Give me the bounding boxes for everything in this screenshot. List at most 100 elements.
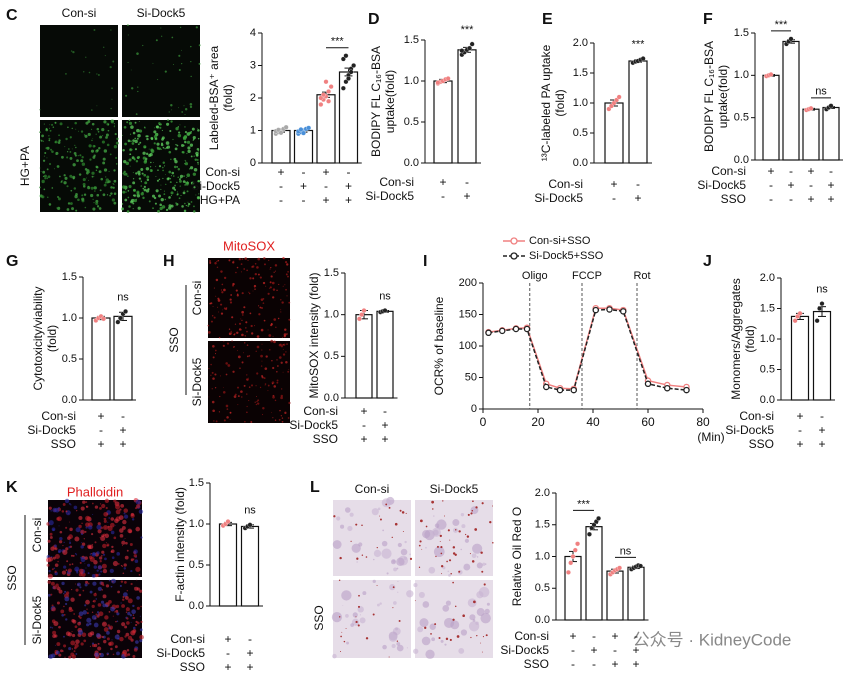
y-tick-label: 0.5	[535, 582, 550, 594]
significance-label: ns	[816, 284, 828, 296]
texture-dot	[71, 633, 76, 638]
condition-sign: +	[345, 193, 352, 207]
texture-dot	[220, 312, 224, 315]
texture-dot	[76, 159, 79, 163]
texture-dot	[177, 126, 180, 128]
y-tick-label: 0.5	[404, 116, 419, 128]
texture-dot	[64, 602, 68, 606]
texture-dot	[76, 582, 81, 587]
texture-dot	[153, 162, 155, 164]
texture-dot	[280, 361, 283, 364]
texture-dot	[58, 134, 60, 137]
texture-dot	[81, 156, 84, 159]
texture-dot	[94, 652, 99, 657]
texture-dot	[265, 285, 267, 287]
texture-dot	[105, 176, 107, 178]
texture-dot	[198, 62, 201, 65]
texture-dot	[50, 581, 55, 586]
texture-dot	[356, 557, 359, 560]
texture-dot	[229, 412, 232, 414]
texture-dot	[115, 504, 121, 510]
texture-dot	[286, 333, 288, 335]
texture-dot	[91, 502, 94, 505]
texture-dot	[170, 191, 174, 195]
texture-dot	[263, 377, 266, 380]
texture-dot	[80, 642, 84, 646]
texture-dot	[148, 148, 150, 150]
texture-dot	[123, 592, 128, 597]
texture-dot	[128, 121, 133, 125]
texture-dot	[184, 131, 188, 134]
texture-dot	[168, 111, 170, 113]
texture-dot	[284, 411, 287, 414]
texture-dot	[87, 632, 93, 638]
micrograph	[208, 258, 290, 338]
texture-dot	[244, 335, 247, 337]
y-axis-label: MitoSOX intensity (fold)	[307, 272, 321, 398]
texture-dot	[113, 169, 116, 172]
texture-dot	[226, 408, 229, 410]
texture-dot	[81, 162, 86, 166]
texture-dot	[130, 125, 134, 129]
condition-sign: +	[119, 437, 126, 451]
column-label: Con-si	[62, 6, 97, 20]
data-point	[568, 560, 574, 566]
texture-dot	[382, 644, 387, 650]
texture-dot	[469, 553, 471, 555]
texture-dot	[177, 133, 182, 138]
texture-dot	[113, 536, 117, 540]
texture-dot	[260, 354, 263, 358]
texture-dot	[121, 185, 126, 189]
texture-dot	[89, 645, 91, 647]
texture-dot	[254, 401, 256, 403]
texture-dot	[422, 601, 430, 608]
texture-dot	[210, 320, 213, 323]
texture-dot	[143, 185, 146, 188]
texture-dot	[355, 523, 358, 526]
texture-dot	[130, 621, 132, 623]
texture-dot	[130, 569, 133, 573]
texture-dot	[132, 188, 137, 192]
texture-dot	[149, 166, 152, 168]
texture-dot	[138, 172, 141, 176]
texture-dot	[93, 29, 96, 31]
panel-letter: J	[703, 253, 712, 270]
texture-dot	[40, 171, 42, 172]
texture-dot	[97, 130, 100, 133]
texture-dot	[61, 613, 65, 617]
data-point	[792, 318, 798, 324]
texture-dot	[288, 301, 291, 304]
texture-dot	[66, 151, 69, 153]
texture-dot	[103, 623, 105, 625]
texture-dot	[256, 345, 260, 349]
texture-dot	[189, 168, 191, 170]
texture-dot	[400, 548, 408, 556]
texture-dot	[142, 151, 146, 155]
texture-dot	[431, 527, 441, 537]
texture-dot	[75, 128, 77, 130]
texture-dot	[82, 589, 85, 592]
texture-dot	[96, 149, 99, 152]
texture-dot	[193, 138, 195, 140]
texture-dot	[458, 530, 461, 533]
texture-dot	[103, 511, 109, 517]
texture-dot	[265, 355, 268, 358]
texture-dot	[275, 270, 277, 272]
texture-dot	[103, 183, 107, 187]
condition-sign: +	[97, 409, 104, 423]
texture-dot	[123, 567, 127, 570]
texture-dot	[229, 298, 232, 301]
texture-dot	[261, 374, 264, 377]
texture-dot	[103, 149, 108, 153]
texture-dot	[287, 417, 290, 419]
texture-dot	[154, 202, 157, 205]
texture-dot	[239, 367, 241, 369]
texture-dot	[255, 385, 257, 387]
texture-dot	[137, 206, 141, 210]
texture-dot	[272, 417, 274, 419]
texture-dot	[48, 137, 51, 140]
panel-letter: C	[6, 7, 18, 24]
texture-dot	[154, 133, 158, 136]
texture-dot	[112, 581, 114, 583]
condition-label: Con-si	[205, 165, 240, 179]
